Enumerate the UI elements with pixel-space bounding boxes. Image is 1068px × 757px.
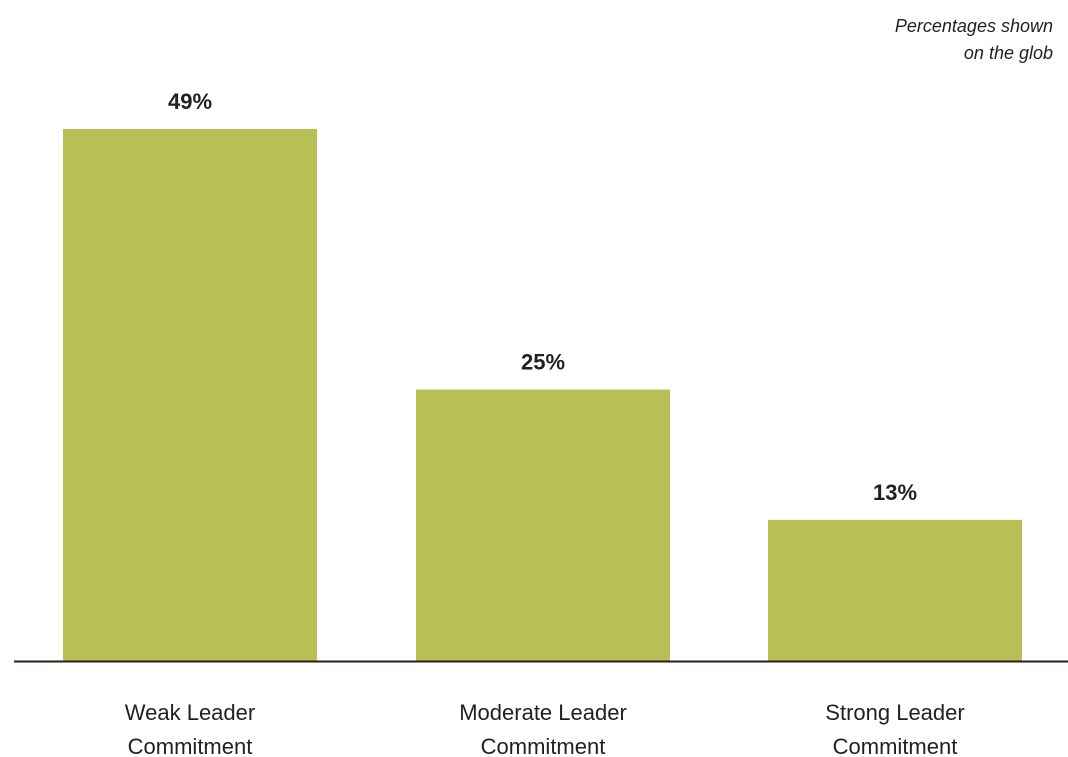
- bar-2: [416, 389, 670, 661]
- category-label-2-line-2: Commitment: [481, 734, 606, 757]
- chart-note: Percentages shown on the glob: [895, 13, 1053, 67]
- bars-group: [63, 129, 1022, 661]
- chart-note-line-2: on the glob: [963, 43, 1053, 63]
- bar-value-label-3: 13%: [873, 480, 917, 505]
- bar-value-label-1: 49%: [168, 89, 212, 114]
- category-label-1-line-2: Commitment: [128, 734, 253, 757]
- category-label-2: Moderate Leader Commitment: [459, 700, 627, 757]
- bar-1: [63, 129, 317, 661]
- category-label-3: Strong Leader Commitment: [825, 700, 964, 757]
- category-label-2-line-1: Moderate Leader: [459, 700, 627, 725]
- category-labels-group: Weak Leader Commitment Moderate Leader Comm…: [125, 700, 965, 757]
- category-label-3-line-2: Commitment: [833, 734, 958, 757]
- value-labels-group: 49% 25% 13%: [168, 89, 917, 505]
- category-label-1: Weak Leader Commitment: [125, 700, 255, 757]
- bar-3: [768, 519, 1022, 661]
- category-label-1-line-1: Weak Leader: [125, 700, 255, 725]
- category-label-3-line-1: Strong Leader: [825, 700, 964, 725]
- chart-note-line-1: Percentages shown: [894, 16, 1053, 36]
- bar-value-label-2: 25%: [521, 350, 565, 375]
